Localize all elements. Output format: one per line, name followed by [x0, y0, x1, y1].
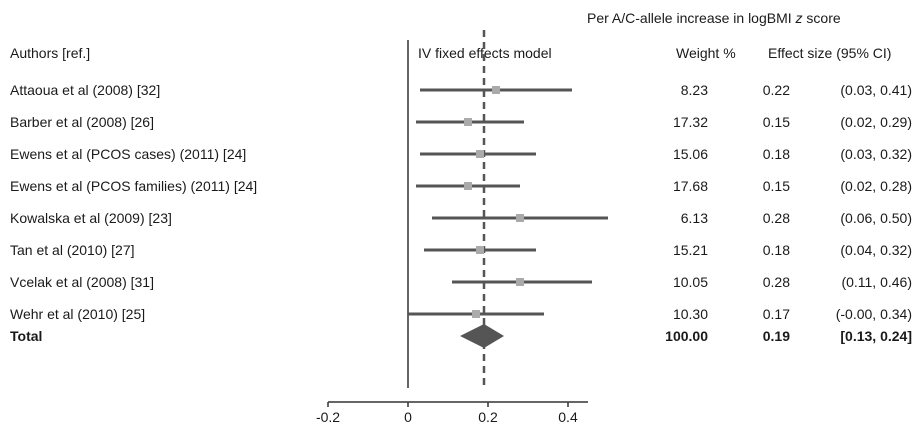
point-estimate: [516, 214, 524, 222]
study-label: Kowalska et al (2009) [23]: [10, 210, 172, 226]
study-weight: 15.21: [672, 242, 708, 258]
study-weight: 10.30: [672, 306, 708, 322]
x-tick-label: -0.2: [316, 409, 340, 425]
study-weight: 6.13: [680, 210, 708, 226]
study-ci: (0.02, 0.28): [840, 178, 912, 194]
study-label: Barber et al (2008) [26]: [10, 114, 154, 130]
study-effect: 0.18: [762, 146, 790, 162]
authors-header: Authors [ref.]: [10, 45, 91, 61]
x-tick-label: 0.2: [478, 409, 498, 425]
study-effect: 0.28: [762, 210, 790, 226]
point-estimate: [492, 86, 500, 94]
study-label: Attaoua et al (2008) [32]: [10, 82, 161, 98]
study-label: Tan et al (2010) [27]: [10, 242, 135, 258]
total-ci: [0.13, 0.24]: [840, 328, 912, 344]
study-effect: 0.18: [762, 242, 790, 258]
study-effect: 0.22: [762, 82, 790, 98]
study-ci: (0.03, 0.32): [840, 146, 912, 162]
x-tick-label: 0: [404, 409, 412, 425]
effect-header: Effect size (95% CI): [768, 45, 892, 61]
top-subtitle: Per A/C-allele increase in logBMI z scor…: [587, 10, 841, 26]
study-ci: (0.04, 0.32): [840, 242, 912, 258]
study-effect: 0.17: [762, 306, 790, 322]
study-ci: (0.06, 0.50): [840, 210, 912, 226]
top-subtitle-prefix: Per A/C-allele increase in logBMI: [587, 10, 796, 26]
study-label: Wehr et al (2010) [25]: [10, 306, 146, 322]
study-effect: 0.15: [762, 114, 790, 130]
pooled-diamond: [460, 324, 504, 348]
point-estimate: [476, 246, 484, 254]
point-estimate: [472, 310, 480, 318]
point-estimate: [516, 278, 524, 286]
study-weight: 17.32: [672, 114, 708, 130]
x-tick-label: 0.4: [558, 409, 578, 425]
weight-header: Weight %: [676, 45, 736, 61]
total-weight: 100.00: [665, 328, 708, 344]
top-subtitle-italic: z: [795, 10, 803, 26]
top-subtitle-suffix: score: [802, 10, 841, 26]
point-estimate: [464, 118, 472, 126]
study-label: Ewens et al (PCOS cases) (2011) [24]: [10, 146, 247, 162]
study-ci: (0.03, 0.41): [840, 82, 912, 98]
study-weight: 17.68: [672, 178, 708, 194]
total-effect: 0.19: [762, 328, 790, 344]
study-weight: 10.05: [672, 274, 708, 290]
point-estimate: [476, 150, 484, 158]
total-label: Total: [10, 328, 43, 344]
point-estimate: [464, 182, 472, 190]
study-ci: (0.02, 0.29): [840, 114, 912, 130]
study-effect: 0.28: [762, 274, 790, 290]
model-header: IV fixed effects model: [418, 45, 552, 61]
study-label: Ewens et al (PCOS families) (2011) [24]: [10, 178, 258, 194]
study-ci: (-0.00, 0.34): [835, 306, 912, 322]
study-weight: 8.23: [680, 82, 708, 98]
study-effect: 0.15: [762, 178, 790, 194]
study-weight: 15.06: [672, 146, 708, 162]
study-ci: (0.11, 0.46): [841, 274, 912, 290]
study-label: Vcelak et al (2008) [31]: [10, 274, 154, 290]
